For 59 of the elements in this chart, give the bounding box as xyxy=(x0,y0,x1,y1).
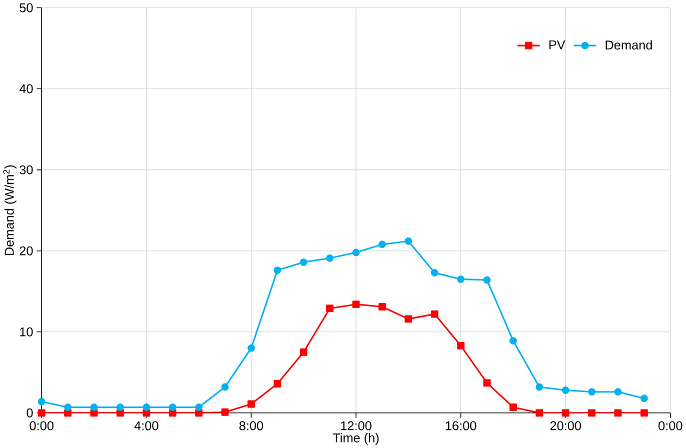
point xyxy=(483,379,491,387)
x-tick-label: 20:00 xyxy=(550,421,581,430)
point xyxy=(352,248,360,256)
legend-label: Demand xyxy=(606,40,652,50)
point xyxy=(562,386,570,394)
x-tick-label: 12:00 xyxy=(341,421,372,430)
point xyxy=(300,258,308,266)
point xyxy=(274,380,282,388)
point xyxy=(300,348,308,356)
y-tick-label: 40 xyxy=(19,84,33,94)
point xyxy=(536,383,544,391)
point xyxy=(116,403,124,411)
point xyxy=(64,403,72,411)
legend-label: PV xyxy=(549,40,566,50)
point xyxy=(404,237,412,245)
point xyxy=(326,304,334,312)
point xyxy=(142,403,150,411)
x-tick-label: 0:00 xyxy=(30,421,54,430)
point xyxy=(195,403,203,411)
point xyxy=(90,403,98,411)
point xyxy=(247,400,255,408)
point xyxy=(588,388,596,396)
point xyxy=(536,409,544,417)
point xyxy=(614,409,622,417)
point xyxy=(588,409,596,417)
y-axis-title: Demand (W/m$^{2}$) xyxy=(3,165,16,255)
point xyxy=(430,310,438,318)
point xyxy=(404,315,412,323)
y-tick-label: 50 xyxy=(20,3,33,12)
y-tick-label: 0 xyxy=(26,408,33,418)
point xyxy=(274,266,282,274)
point xyxy=(38,398,46,406)
point xyxy=(483,276,491,284)
point xyxy=(640,409,648,417)
x-tick-label: 4:00 xyxy=(134,421,158,430)
point xyxy=(430,268,438,276)
y-tick-label: 20 xyxy=(20,246,33,256)
x-tick-label: 8:00 xyxy=(239,421,264,430)
point xyxy=(326,254,334,262)
point xyxy=(378,240,386,248)
point xyxy=(168,403,176,411)
point xyxy=(614,388,622,396)
point xyxy=(38,409,46,417)
point xyxy=(221,383,229,391)
point xyxy=(457,342,465,350)
point xyxy=(378,302,386,310)
point xyxy=(509,337,517,344)
x-tick-label: 16:00 xyxy=(446,421,476,430)
point xyxy=(640,394,648,402)
point xyxy=(221,408,229,416)
point xyxy=(352,300,360,308)
point xyxy=(509,403,517,411)
y-tick-label: 30 xyxy=(20,165,33,174)
y-tick-label: 10 xyxy=(20,327,33,336)
point xyxy=(562,409,570,417)
x-tick-label: 0:00 xyxy=(658,421,682,430)
point xyxy=(247,344,255,352)
x-axis-title: Time (h) xyxy=(332,432,379,445)
point xyxy=(457,275,465,283)
